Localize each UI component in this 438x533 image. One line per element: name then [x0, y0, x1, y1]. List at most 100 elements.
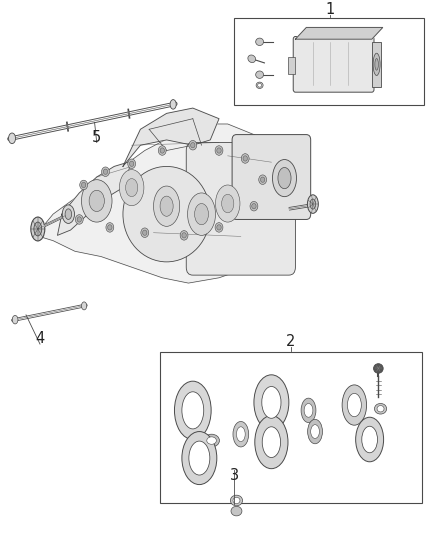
- Ellipse shape: [123, 166, 210, 262]
- Ellipse shape: [256, 38, 264, 45]
- Ellipse shape: [375, 59, 378, 70]
- Ellipse shape: [174, 381, 211, 440]
- Ellipse shape: [261, 177, 265, 182]
- Bar: [372, 42, 381, 87]
- Ellipse shape: [217, 225, 221, 230]
- Ellipse shape: [160, 196, 173, 216]
- Ellipse shape: [233, 422, 249, 447]
- Ellipse shape: [362, 426, 378, 453]
- Ellipse shape: [259, 175, 267, 184]
- Ellipse shape: [65, 209, 72, 220]
- Ellipse shape: [377, 406, 384, 412]
- Ellipse shape: [342, 385, 367, 425]
- Ellipse shape: [182, 432, 217, 484]
- Ellipse shape: [278, 167, 291, 189]
- Ellipse shape: [182, 233, 186, 238]
- Ellipse shape: [141, 228, 149, 238]
- Ellipse shape: [262, 427, 281, 457]
- Ellipse shape: [9, 133, 15, 143]
- Ellipse shape: [180, 231, 188, 240]
- Ellipse shape: [75, 215, 83, 224]
- Ellipse shape: [153, 186, 180, 227]
- Ellipse shape: [233, 497, 240, 504]
- Ellipse shape: [262, 386, 281, 418]
- Ellipse shape: [128, 159, 136, 168]
- Ellipse shape: [81, 302, 87, 310]
- Ellipse shape: [215, 223, 223, 232]
- Ellipse shape: [311, 425, 319, 439]
- FancyBboxPatch shape: [186, 142, 295, 275]
- Ellipse shape: [241, 154, 249, 163]
- Polygon shape: [123, 108, 219, 166]
- Text: 3: 3: [230, 467, 239, 482]
- Bar: [288, 57, 295, 75]
- Ellipse shape: [250, 201, 258, 211]
- Ellipse shape: [189, 441, 210, 475]
- Ellipse shape: [80, 180, 88, 190]
- Ellipse shape: [143, 230, 147, 236]
- Ellipse shape: [194, 204, 208, 225]
- Ellipse shape: [217, 148, 221, 153]
- Ellipse shape: [310, 199, 316, 209]
- Ellipse shape: [256, 82, 263, 88]
- Ellipse shape: [207, 437, 216, 445]
- Text: 2: 2: [286, 334, 296, 349]
- Ellipse shape: [254, 375, 289, 430]
- Ellipse shape: [126, 179, 138, 197]
- Text: 1: 1: [326, 3, 335, 18]
- FancyBboxPatch shape: [293, 36, 374, 92]
- Ellipse shape: [187, 193, 215, 236]
- Ellipse shape: [252, 204, 256, 209]
- Ellipse shape: [120, 169, 144, 206]
- Ellipse shape: [102, 167, 110, 176]
- Ellipse shape: [301, 398, 316, 423]
- Ellipse shape: [258, 84, 261, 87]
- Ellipse shape: [215, 146, 223, 155]
- Ellipse shape: [307, 195, 318, 213]
- Ellipse shape: [374, 403, 387, 414]
- Ellipse shape: [170, 100, 176, 109]
- Ellipse shape: [89, 190, 104, 212]
- Polygon shape: [57, 161, 132, 236]
- Ellipse shape: [108, 225, 112, 230]
- Ellipse shape: [272, 159, 297, 197]
- Ellipse shape: [160, 148, 164, 153]
- Ellipse shape: [81, 180, 112, 222]
- Ellipse shape: [243, 156, 247, 161]
- Ellipse shape: [34, 222, 42, 236]
- Ellipse shape: [256, 71, 264, 78]
- Ellipse shape: [356, 417, 384, 462]
- Ellipse shape: [255, 416, 288, 469]
- Ellipse shape: [130, 161, 134, 166]
- Ellipse shape: [158, 146, 166, 155]
- Ellipse shape: [237, 427, 245, 442]
- Ellipse shape: [189, 140, 197, 150]
- Ellipse shape: [374, 364, 383, 373]
- Ellipse shape: [62, 205, 74, 223]
- Polygon shape: [35, 124, 297, 283]
- Ellipse shape: [231, 506, 242, 516]
- Text: 4: 4: [35, 331, 45, 346]
- Ellipse shape: [191, 142, 195, 148]
- Ellipse shape: [12, 316, 18, 324]
- Ellipse shape: [248, 55, 256, 62]
- Bar: [234, 18, 424, 106]
- Ellipse shape: [77, 217, 81, 222]
- Ellipse shape: [81, 182, 86, 188]
- Polygon shape: [295, 28, 383, 39]
- Ellipse shape: [304, 403, 313, 417]
- Ellipse shape: [31, 217, 45, 241]
- Ellipse shape: [182, 392, 204, 429]
- Ellipse shape: [307, 419, 322, 444]
- FancyBboxPatch shape: [232, 135, 311, 220]
- Ellipse shape: [222, 194, 234, 213]
- Ellipse shape: [106, 223, 114, 232]
- Ellipse shape: [215, 185, 240, 222]
- Ellipse shape: [230, 495, 243, 506]
- Ellipse shape: [373, 53, 380, 76]
- Text: 5: 5: [92, 130, 101, 145]
- Ellipse shape: [204, 434, 219, 447]
- Ellipse shape: [347, 393, 361, 417]
- Bar: [160, 352, 422, 503]
- Ellipse shape: [103, 169, 108, 174]
